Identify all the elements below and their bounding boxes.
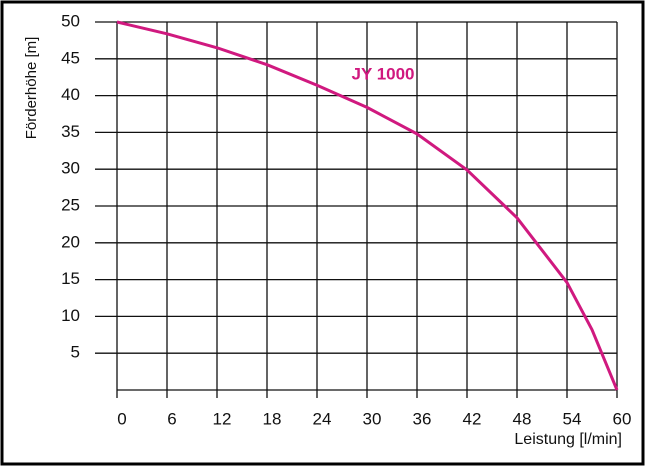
- series-label: JY 1000: [351, 64, 414, 83]
- x-tick-label: 24: [313, 409, 332, 428]
- y-tick-label: 40: [61, 85, 80, 104]
- y-axis-label: Förderhöhe [m]: [23, 37, 40, 140]
- y-tick-label: 35: [61, 122, 80, 141]
- y-tick-label: 20: [61, 232, 80, 251]
- y-tick-label: 30: [61, 159, 80, 178]
- y-tick-label: 50: [61, 11, 80, 30]
- y-tick-label: 10: [61, 306, 80, 325]
- x-tick-label: 54: [563, 409, 582, 428]
- x-tick-label: 48: [513, 409, 532, 428]
- y-tick-label: 5: [71, 343, 80, 362]
- x-tick-label: 60: [613, 409, 632, 428]
- x-tick-label: 42: [463, 409, 482, 428]
- series-line: [116, 20, 619, 391]
- y-tick-label: 25: [61, 195, 80, 214]
- x-tick-label: 30: [363, 409, 382, 428]
- x-tick-label: 18: [263, 409, 282, 428]
- x-tick-label: 6: [167, 409, 176, 428]
- y-tick-label: 15: [61, 269, 80, 288]
- x-axis-label: Leistung [l/min]: [514, 431, 622, 448]
- x-tick-label: 36: [413, 409, 432, 428]
- x-tick-label: 0: [117, 409, 126, 428]
- x-tick-label: 12: [213, 409, 232, 428]
- y-tick-label: 45: [61, 48, 80, 67]
